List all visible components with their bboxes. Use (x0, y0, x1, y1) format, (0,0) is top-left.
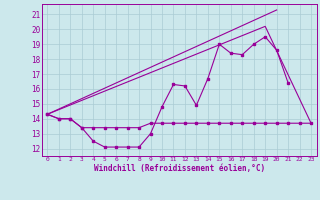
X-axis label: Windchill (Refroidissement éolien,°C): Windchill (Refroidissement éolien,°C) (94, 164, 265, 173)
